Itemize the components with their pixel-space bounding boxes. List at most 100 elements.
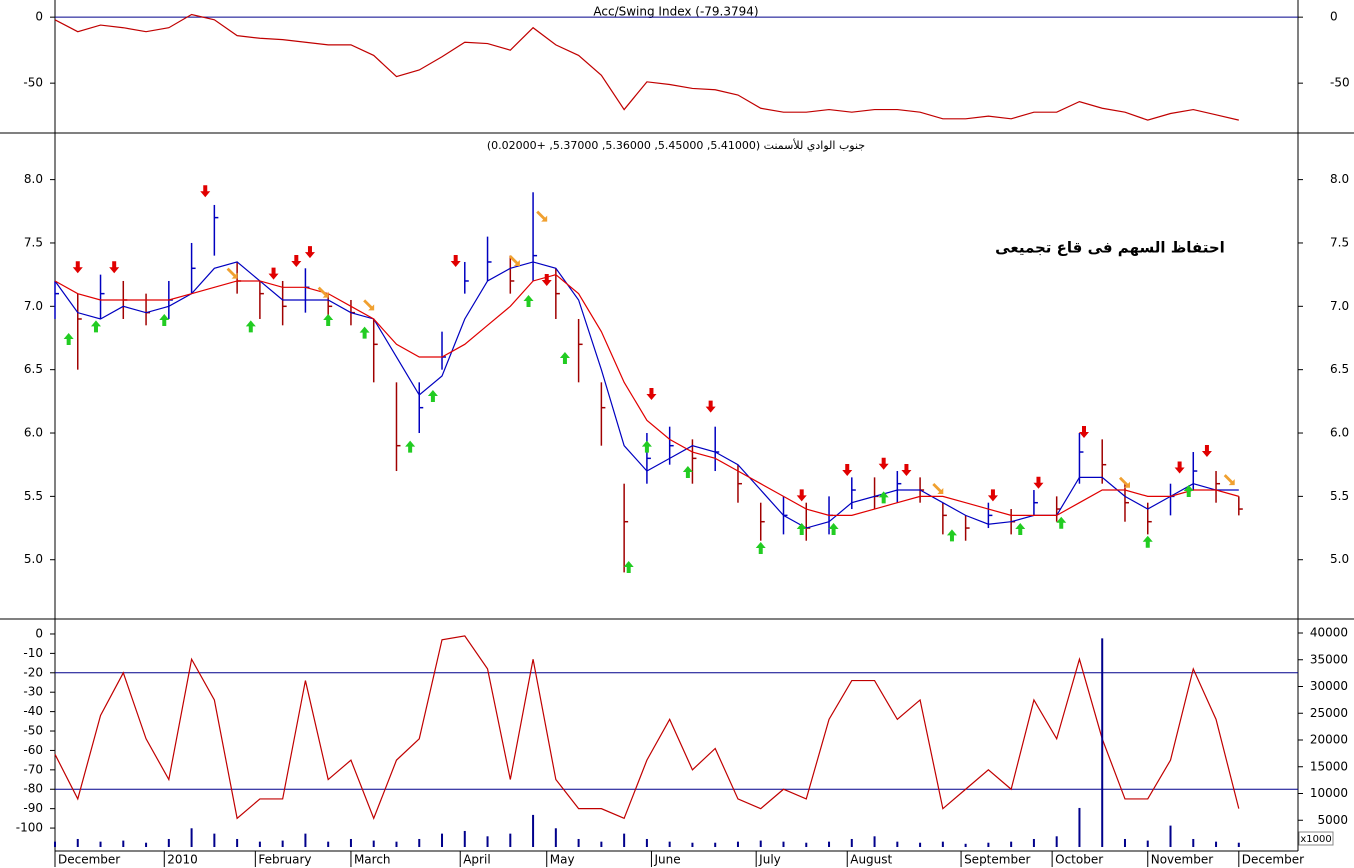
annotation: احتفاظ السهم فى قاع تجميعى bbox=[995, 239, 1225, 257]
x-tick-label: December bbox=[1242, 853, 1304, 867]
volume-bar bbox=[167, 838, 170, 848]
volume-bar bbox=[668, 841, 671, 848]
volume-bar bbox=[941, 841, 944, 848]
signal-arrow bbox=[1142, 535, 1153, 548]
volume-bar bbox=[1192, 838, 1195, 848]
signal-arrow bbox=[1201, 445, 1212, 458]
signal-arrow bbox=[641, 440, 652, 453]
y2-tick-label: 10000 bbox=[1310, 786, 1348, 800]
signal-arrow bbox=[1174, 461, 1185, 474]
volume-bar bbox=[395, 841, 398, 848]
y-tick-label: -100 bbox=[16, 821, 43, 835]
signal-arrow bbox=[1015, 523, 1026, 536]
signal-arrow bbox=[623, 561, 634, 574]
y-tick-label-right: -50 bbox=[1330, 76, 1350, 90]
volume-bar bbox=[805, 842, 808, 848]
y-tick-label: -50 bbox=[23, 76, 43, 90]
volume-bar bbox=[463, 830, 466, 848]
signal-arrow bbox=[90, 320, 101, 333]
volume-bar bbox=[645, 838, 648, 848]
series-line bbox=[54, 13, 1239, 121]
signal-arrow bbox=[1118, 476, 1130, 488]
x-tick-label: March bbox=[354, 853, 391, 867]
volume-bar bbox=[349, 838, 352, 848]
signal-arrow bbox=[427, 390, 438, 403]
volume-bar bbox=[782, 841, 785, 848]
signal-arrow bbox=[72, 261, 83, 274]
x-tick-label: November bbox=[1151, 853, 1213, 867]
volume-bar bbox=[372, 840, 375, 848]
signal-arrow bbox=[1033, 476, 1044, 489]
signal-arrow bbox=[268, 267, 279, 280]
volume-bar bbox=[1055, 836, 1058, 848]
signal-arrow bbox=[682, 466, 693, 479]
y-tick-label: 6.5 bbox=[24, 362, 43, 376]
signal-arrow bbox=[109, 261, 120, 274]
volume-bar bbox=[99, 841, 102, 848]
volume-bar bbox=[919, 842, 922, 848]
signal-arrow bbox=[63, 332, 74, 345]
signal-arrow bbox=[559, 351, 570, 364]
signal-arrow bbox=[878, 457, 889, 470]
volume-bar bbox=[327, 841, 330, 848]
y-tick-label: -70 bbox=[23, 762, 43, 776]
y-tick-label: 5.5 bbox=[24, 489, 43, 503]
y-tick-label: 6.0 bbox=[24, 426, 43, 440]
y-tick-label-right: 7.0 bbox=[1330, 299, 1349, 313]
volume-bar bbox=[1101, 638, 1104, 848]
y2-tick-label: 25000 bbox=[1310, 706, 1348, 720]
volume-bar bbox=[577, 838, 580, 848]
chart-title: Acc/Swing Index (-79.3794) bbox=[593, 5, 758, 19]
signal-arrow bbox=[878, 491, 889, 504]
volume-bar bbox=[1123, 838, 1126, 848]
y-tick-label: -40 bbox=[23, 704, 43, 718]
y-tick-label-right: 8.0 bbox=[1330, 172, 1349, 186]
y2-tick-label: 20000 bbox=[1310, 733, 1348, 747]
x-tick-label: December bbox=[58, 853, 120, 867]
volume-bar bbox=[122, 840, 125, 848]
series-line bbox=[54, 635, 1240, 821]
x-tick-label: May bbox=[550, 853, 575, 867]
y-tick-label: 0 bbox=[35, 626, 43, 640]
y2-tick-label: 35000 bbox=[1310, 652, 1348, 666]
volume-bar bbox=[1169, 825, 1172, 848]
y-tick-label: 5.0 bbox=[24, 552, 43, 566]
x-tick-label: August bbox=[850, 853, 892, 867]
y2-tick-label: 40000 bbox=[1310, 626, 1348, 640]
signal-arrow bbox=[901, 464, 912, 477]
volume-bar bbox=[691, 842, 694, 848]
y-tick-label: -50 bbox=[23, 724, 43, 738]
signal-arrow bbox=[323, 313, 334, 326]
signal-arrow bbox=[828, 523, 839, 536]
y-tick-label-right: 5.5 bbox=[1330, 489, 1349, 503]
volume-bar bbox=[714, 842, 717, 848]
signal-arrow bbox=[159, 313, 170, 326]
signal-arrow bbox=[932, 483, 944, 495]
volume-bar bbox=[850, 838, 853, 848]
signal-arrow bbox=[359, 326, 370, 339]
volume-bar bbox=[1078, 807, 1081, 848]
signal-arrow bbox=[541, 273, 552, 286]
y2-tick-label: 5000 bbox=[1317, 813, 1348, 827]
y-tick-label: 7.5 bbox=[24, 235, 43, 249]
y-tick-label: -60 bbox=[23, 743, 43, 757]
y2-unit: x1000 bbox=[1300, 834, 1331, 845]
y-tick-label-right: 5.0 bbox=[1330, 552, 1349, 566]
signal-arrow bbox=[1056, 516, 1067, 529]
volume-bar bbox=[1010, 841, 1013, 848]
signal-arrow bbox=[987, 489, 998, 502]
volume-bar bbox=[213, 833, 216, 848]
signal-arrow bbox=[796, 523, 807, 536]
signal-arrow bbox=[646, 388, 657, 401]
unit-box bbox=[1298, 831, 1334, 846]
chart-title: جنوب الوادي للأسمنت (5.41000, 5.45000, 5… bbox=[487, 138, 865, 152]
signal-arrow bbox=[755, 542, 766, 555]
volume-bar bbox=[828, 841, 831, 848]
signal-arrow bbox=[291, 254, 302, 267]
volume-bar bbox=[145, 842, 148, 848]
y-tick-label-right: 6.5 bbox=[1330, 362, 1349, 376]
signal-arrow bbox=[405, 440, 416, 453]
